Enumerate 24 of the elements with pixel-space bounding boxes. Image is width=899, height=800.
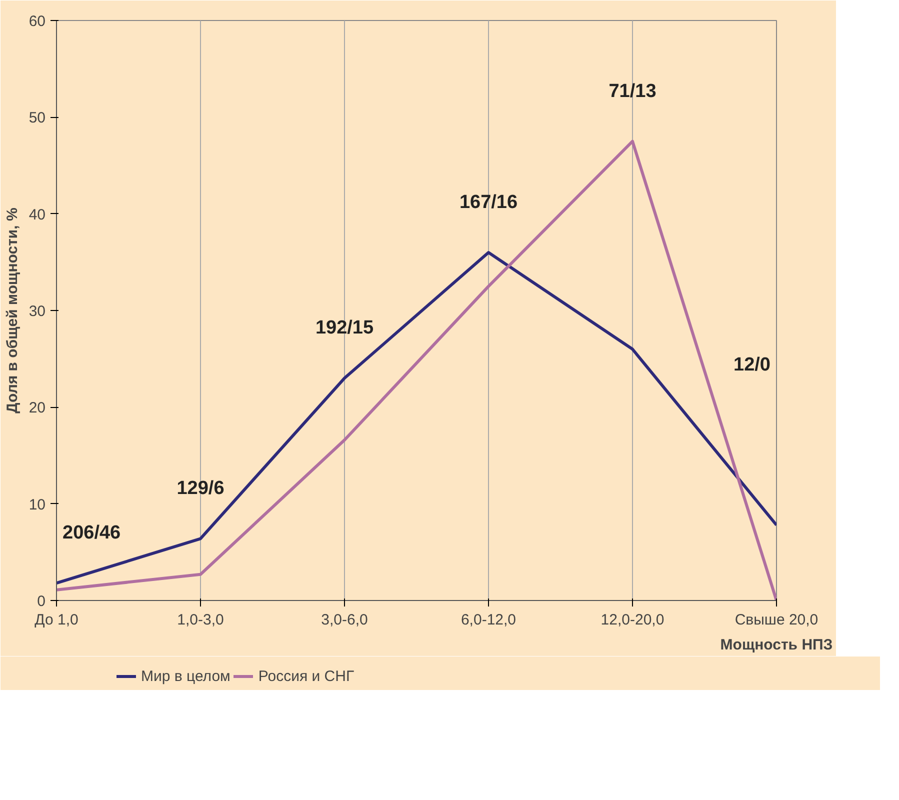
x-tick-label: 12,0-20,0 bbox=[600, 612, 664, 628]
legend-label: Россия и СНГ bbox=[258, 668, 354, 684]
annotation: 206/46 bbox=[62, 522, 121, 544]
legend-label: Мир в целом bbox=[141, 668, 230, 684]
y-axis-title: Доля в общей мощности, % bbox=[4, 208, 21, 414]
x-tick-label: 1,0-3,0 bbox=[177, 612, 224, 628]
annotation: 167/16 bbox=[459, 192, 518, 213]
annotation: 129/6 bbox=[176, 478, 224, 500]
x-tick-label: До 1,0 bbox=[34, 612, 78, 628]
x-axis-title: Мощность НПЗ bbox=[720, 636, 833, 654]
annotation: 71/13 bbox=[608, 80, 656, 102]
annotation: 12/0 bbox=[734, 354, 771, 376]
y-tick-label: 10 bbox=[28, 496, 46, 514]
x-tick-label: Свыше 20,0 bbox=[734, 612, 818, 628]
y-tick-label: 60 bbox=[28, 13, 46, 30]
y-tick-label: 20 bbox=[28, 400, 46, 417]
y-tick-label: 50 bbox=[28, 110, 46, 127]
x-tick-label: 6,0-12,0 bbox=[460, 612, 516, 628]
x-tick-label: 3,0-6,0 bbox=[321, 612, 368, 628]
y-tick-label: 30 bbox=[28, 303, 46, 320]
y-tick-label: 0 bbox=[37, 593, 46, 610]
line-series bbox=[56, 251, 776, 585]
y-tick-label: 40 bbox=[28, 206, 46, 224]
annotation: 192/15 bbox=[315, 318, 374, 339]
